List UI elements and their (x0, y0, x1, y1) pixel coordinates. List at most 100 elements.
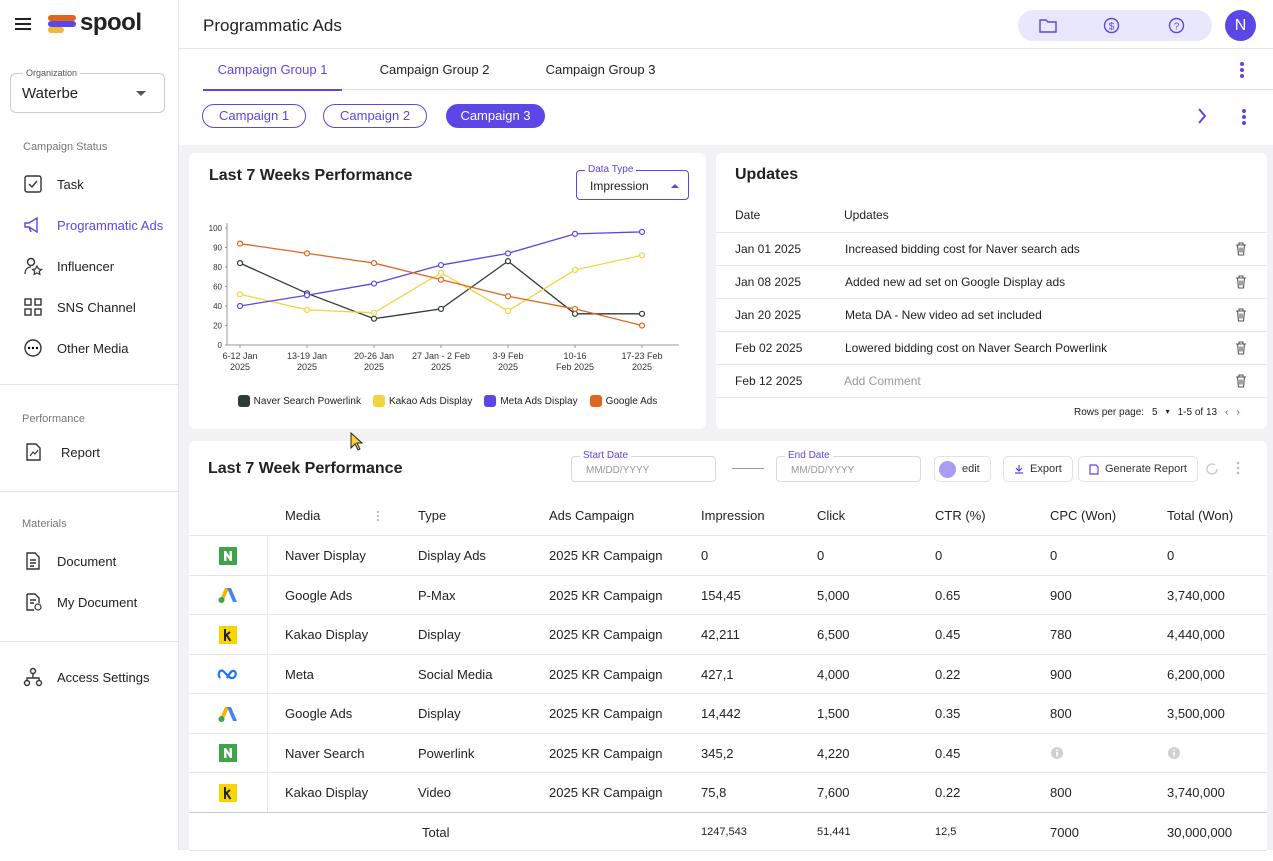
refresh-icon[interactable] (1205, 462, 1219, 476)
svg-text:?: ? (1174, 22, 1180, 33)
x-tick-label: 17-23 Feb (621, 351, 662, 361)
label: SNS Channel (57, 299, 136, 315)
icon (24, 298, 42, 316)
delete-icon[interactable] (1235, 242, 1247, 259)
next[interactable]: › (1236, 407, 1240, 418)
campaign-pill[interactable]: Campaign 1 (202, 104, 307, 128)
data-type-select[interactable]: Data Type Impression (576, 164, 689, 200)
x-tick-label: 3-9 Feb (492, 351, 523, 361)
column-header: CTR (%) (935, 508, 986, 523)
data-point (437, 276, 445, 283)
toolbar: $ ? (1018, 10, 1212, 41)
rows-per-page[interactable]: 5 (1152, 407, 1158, 418)
data-point (571, 305, 579, 313)
more-icon[interactable] (1241, 108, 1247, 126)
billing-icon[interactable]: $ (1103, 17, 1120, 34)
end-date[interactable]: End Date MM/DD/YYYY (776, 450, 921, 482)
y-tick-label: 0 (218, 341, 223, 350)
folder-icon[interactable] (1039, 17, 1057, 33)
legend-label: Meta Ads Display (500, 395, 578, 407)
nav-item[interactable]: Influencer (23, 254, 114, 278)
legend: Naver Search Powerlink Kakao Ads Display M… (189, 395, 706, 407)
total-row: Total 1247,543 51,441 12,5 7000 30,000,000 (189, 811, 1267, 851)
menu-icon[interactable] (14, 16, 32, 32)
data-point (504, 307, 512, 314)
cell: 6,500 (817, 627, 850, 642)
cell: 0.45 (935, 627, 961, 642)
cell: 4,440,000 (1167, 627, 1225, 642)
table: Media Type Ads Campaign Impression Click CTR … (189, 496, 1267, 861)
cell: P-Max (418, 587, 456, 603)
cell: 2025 KR Campaign (549, 745, 663, 761)
label: edit (962, 463, 980, 475)
cell: 5,000 (817, 587, 850, 603)
help-icon[interactable]: ? (1168, 17, 1185, 34)
delete-icon[interactable] (1235, 275, 1247, 292)
campaign-pill[interactable]: Campaign 2 (323, 104, 428, 128)
nav-item[interactable]: SNS Channel (23, 295, 136, 319)
tab[interactable]: Campaign Group 1 (203, 62, 342, 91)
nav-item[interactable]: My Document (23, 590, 137, 614)
data-point (303, 306, 311, 313)
nav-item[interactable]: Task (23, 172, 84, 196)
delete-icon[interactable] (1235, 374, 1247, 391)
media-icon (189, 733, 268, 773)
cell: 900 (1050, 666, 1072, 682)
date: Jan 01 2025 (735, 242, 802, 256)
column-header: CPC (Won) (1050, 508, 1117, 523)
legend-item: Kakao Ads Display (372, 395, 472, 407)
nav-item[interactable]: Document (23, 549, 116, 573)
cell: Kakao Display (285, 627, 369, 642)
x-tick-label: 2025 (230, 362, 250, 372)
avatar[interactable]: N (1225, 10, 1256, 41)
cell: Display (418, 627, 461, 642)
cell: Naver Search (285, 745, 365, 761)
comment-input[interactable]: Add Comment (844, 374, 921, 388)
cell: 2025 KR Campaign (549, 627, 663, 642)
tab[interactable]: Campaign Group 2 (379, 62, 490, 77)
generate-button[interactable]: Generate Report (1078, 456, 1198, 482)
media-icon (189, 536, 268, 575)
y-tick-label: 20 (213, 322, 222, 331)
cell: 3,740,000 (1167, 587, 1225, 603)
card-title: Last 7 Weeks Performance (209, 167, 413, 184)
column-header: Type (418, 508, 447, 523)
org-select[interactable]: Organization Waterbe (10, 68, 165, 113)
icon (24, 339, 42, 357)
total-cell: 1247,543 (701, 825, 747, 838)
more-icon[interactable] (1236, 461, 1240, 475)
icon (26, 443, 41, 461)
cell: 7,600 (817, 785, 850, 800)
start-date[interactable]: Start Date MM/DD/YYYY (571, 450, 716, 482)
cell: 2025 KR Campaign (549, 666, 663, 682)
chart-card: Last 7 Weeks Performance Data Type Impre… (189, 153, 706, 429)
x-tick-label: 10-16 (563, 351, 586, 361)
divider (179, 48, 1273, 49)
edit-button[interactable]: edit (934, 456, 991, 482)
export-button[interactable]: Export (1003, 456, 1073, 482)
nav-item[interactable]: Programmatic Ads (23, 213, 163, 237)
more-icon[interactable] (1239, 61, 1245, 79)
update-text: Meta DA - New video ad set included (845, 308, 1042, 322)
cell: 0 (1167, 548, 1175, 563)
cell: 2025 KR Campaign (549, 548, 663, 563)
legend-item: Naver Search Powerlink (237, 395, 361, 407)
cursor (350, 432, 364, 451)
nav-item[interactable]: Other Media (23, 336, 129, 360)
nav-item[interactable]: Access Settings (23, 665, 150, 689)
delete-icon[interactable] (1235, 308, 1247, 325)
nav-item[interactable]: Report (23, 440, 100, 464)
delete-icon[interactable] (1235, 341, 1247, 358)
org-value: Waterbe (22, 85, 79, 102)
table-row: Google Ads P-Max 2025 KR Campaign 154,45 5,0… (189, 574, 1267, 615)
icon (26, 552, 40, 570)
next-icon[interactable] (1197, 108, 1207, 124)
legend-swatch (484, 395, 497, 407)
logo-mark (48, 15, 76, 33)
column-menu[interactable] (376, 510, 380, 522)
tab[interactable]: Campaign Group 3 (545, 62, 656, 77)
legend-swatch (589, 395, 602, 407)
prev[interactable]: ‹ (1225, 407, 1229, 418)
campaign-pill[interactable]: Campaign 3 (446, 104, 545, 128)
table-row: Kakao Display Video 2025 KR Campaign 75,8 7,… (189, 772, 1267, 812)
